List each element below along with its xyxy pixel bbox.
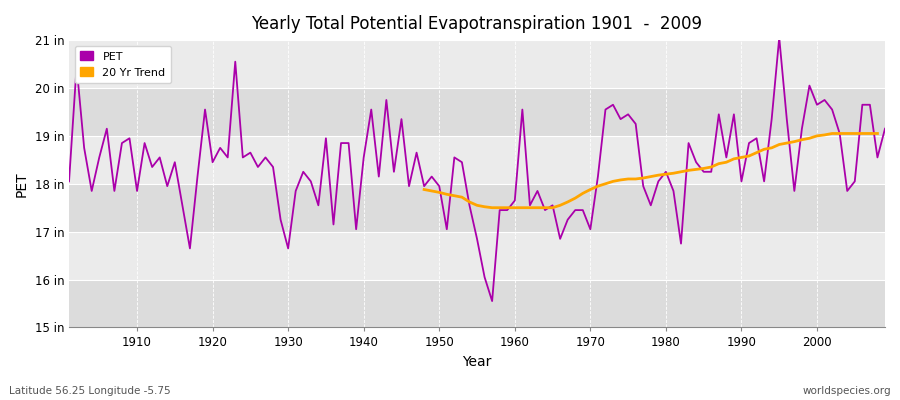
20 Yr Trend	[487, 205, 498, 210]
20 Yr Trend	[668, 171, 679, 176]
Line: PET: PET	[69, 38, 885, 301]
20 Yr Trend	[698, 166, 709, 171]
Line: 20 Yr Trend: 20 Yr Trend	[424, 134, 878, 208]
PET	[608, 102, 618, 107]
Y-axis label: PET: PET	[15, 171, 29, 196]
20 Yr Trend	[819, 132, 830, 137]
PET	[124, 136, 135, 141]
PET	[517, 107, 527, 112]
Title: Yearly Total Potential Evapotranspiration 1901  -  2009: Yearly Total Potential Evapotranspiratio…	[251, 15, 703, 33]
PET	[336, 141, 346, 146]
PET	[64, 179, 75, 184]
PET	[774, 35, 785, 40]
Legend: PET, 20 Yr Trend: PET, 20 Yr Trend	[75, 46, 171, 83]
20 Yr Trend	[872, 131, 883, 136]
Bar	[69, 184, 885, 232]
20 Yr Trend	[585, 187, 596, 192]
Text: worldspecies.org: worldspecies.org	[803, 386, 891, 396]
20 Yr Trend	[517, 205, 527, 210]
PET	[487, 299, 498, 304]
PET	[291, 188, 302, 193]
20 Yr Trend	[827, 131, 838, 136]
PET	[509, 198, 520, 203]
Bar	[69, 232, 885, 280]
Bar	[69, 40, 885, 88]
Bar	[69, 136, 885, 184]
Bar	[69, 88, 885, 136]
PET	[879, 126, 890, 131]
Text: Latitude 56.25 Longitude -5.75: Latitude 56.25 Longitude -5.75	[9, 386, 171, 396]
X-axis label: Year: Year	[463, 355, 491, 369]
Bar	[69, 280, 885, 328]
20 Yr Trend	[532, 205, 543, 210]
20 Yr Trend	[418, 187, 429, 192]
